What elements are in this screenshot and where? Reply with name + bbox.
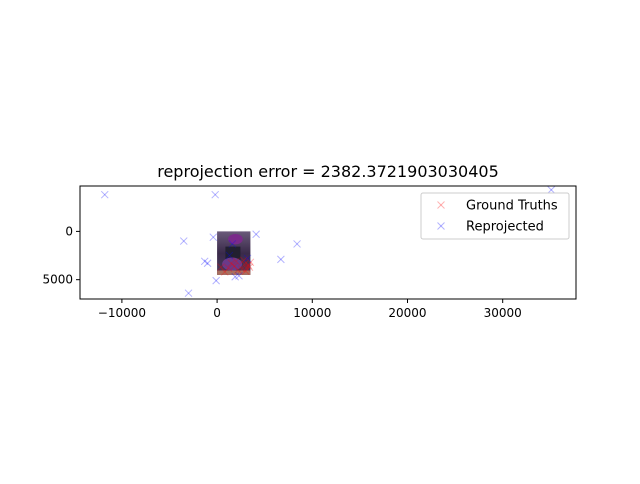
reprojected-point <box>235 271 243 280</box>
reprojected-point <box>184 289 193 298</box>
reprojected-point <box>200 257 209 266</box>
reprojected-point <box>225 251 234 260</box>
legend-marker <box>437 201 445 209</box>
reprojected-point <box>100 190 109 199</box>
ground-truth-point <box>240 260 249 269</box>
reprojected-point <box>209 233 218 242</box>
reprojected-point <box>228 240 237 248</box>
ground-truth-point <box>245 263 254 271</box>
ground-truth-point <box>230 262 239 271</box>
ground-truth-point <box>217 263 225 271</box>
ground-truth-point <box>241 267 250 275</box>
x-tick-label: 20000 <box>388 306 426 320</box>
background-photo <box>217 231 251 275</box>
ground-truth-point <box>246 258 255 267</box>
legend: Ground Truths Reprojected <box>420 192 570 240</box>
plot-area <box>100 186 556 298</box>
x-tick-label: 0 <box>213 306 221 320</box>
ground-truth-point <box>224 264 233 272</box>
reprojected-point <box>243 254 252 263</box>
reprojected-point <box>277 255 285 264</box>
ground-truth-point <box>242 264 251 272</box>
ground-truth-point <box>239 256 248 265</box>
data-points <box>100 186 556 298</box>
x-tick-label: 10000 <box>293 306 331 320</box>
ground-truth-point <box>244 261 253 270</box>
reprojected-point <box>212 276 220 285</box>
reprojected-point <box>203 259 212 268</box>
reprojected-point <box>547 186 556 194</box>
axes-frame <box>79 185 577 300</box>
x-tick-label: 30000 <box>484 306 522 320</box>
reprojected-point <box>231 272 240 281</box>
legend-marker <box>437 222 445 230</box>
y-tick-label: 0 <box>65 224 73 238</box>
reprojected-point <box>179 237 188 245</box>
legend-label: Reprojected <box>466 220 544 235</box>
reprojected-point <box>252 230 260 239</box>
ground-truth-point <box>234 266 242 274</box>
x-tick-label: −10000 <box>98 306 146 320</box>
chart-title: reprojection error = 2382.3721903030405 <box>157 162 499 181</box>
ground-truth-point <box>220 268 229 276</box>
reprojected-point <box>211 190 220 199</box>
y-tick-label: 5000 <box>42 273 73 287</box>
x-axis: −10000 0 10000 20000 30000 <box>98 299 522 320</box>
ground-truth-point <box>237 265 246 273</box>
ground-truth-point <box>227 259 236 268</box>
y-axis: 0 5000 <box>42 224 80 287</box>
legend-box <box>420 192 570 240</box>
reprojected-point <box>293 240 301 248</box>
ground-truth-point <box>232 257 240 266</box>
legend-label: Ground Truths <box>466 199 558 214</box>
